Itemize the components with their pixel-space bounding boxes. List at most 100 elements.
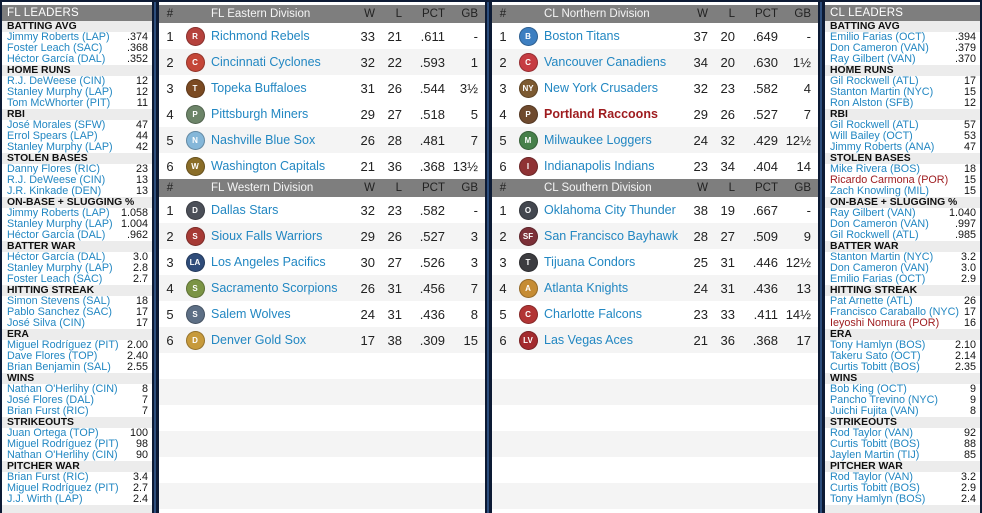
player-name-link[interactable]: Don Cameron (VAN) bbox=[830, 263, 929, 274]
player-name-link[interactable]: Foster Leach (SAC) bbox=[7, 274, 103, 285]
player-name-link[interactable]: Gil Rockwell (ATL) bbox=[830, 230, 919, 241]
team-name-link[interactable]: Oklahoma City Thunder bbox=[544, 203, 676, 217]
team-name-link[interactable]: Salem Wolves bbox=[211, 307, 291, 321]
team-name-link[interactable]: Los Angeles Pacifics bbox=[211, 255, 326, 269]
team-name-link[interactable]: Nashville Blue Sox bbox=[211, 133, 316, 147]
player-name-link[interactable]: Emilio Farias (OCT) bbox=[830, 274, 926, 285]
player-name-link[interactable]: Curtis Tobitt (BOS) bbox=[830, 362, 920, 373]
player-name-link[interactable]: Jimmy Roberts (LAP) bbox=[7, 208, 110, 219]
player-name-link[interactable]: Gil Rockwell (ATL) bbox=[830, 120, 919, 131]
team-logo[interactable]: M bbox=[518, 130, 538, 150]
team-name-link[interactable]: Milwaukee Loggers bbox=[544, 133, 652, 147]
player-name-link[interactable]: Jimmy Roberts (ANA) bbox=[830, 142, 935, 153]
team-logo[interactable]: C bbox=[185, 52, 205, 72]
team-logo[interactable]: T bbox=[185, 78, 205, 98]
player-name-link[interactable]: Ieyoshi Nomura (POR) bbox=[830, 318, 940, 329]
team-name-link[interactable]: Tijuana Condors bbox=[544, 255, 636, 269]
team-logo[interactable]: P bbox=[518, 104, 538, 124]
team-logo[interactable]: S bbox=[185, 278, 205, 298]
team-logo[interactable]: P bbox=[185, 104, 205, 124]
team-logo[interactable]: T bbox=[518, 252, 538, 272]
team-logo[interactable]: B bbox=[518, 26, 538, 46]
player-name-link[interactable]: Pancho Trevino (NYC) bbox=[830, 395, 939, 406]
team-logo[interactable]: C bbox=[518, 304, 538, 324]
team-name-link[interactable]: Portland Raccoons bbox=[544, 107, 658, 121]
player-name-link[interactable]: Don Cameron (VAN) bbox=[830, 43, 929, 54]
player-name-link[interactable]: Bob King (OCT) bbox=[830, 384, 907, 395]
team-logo[interactable]: A bbox=[518, 278, 538, 298]
team-name-link[interactable]: Indianapolis Indians bbox=[544, 159, 655, 173]
team-logo[interactable]: LA bbox=[185, 252, 205, 272]
player-name-link[interactable]: Don Cameron (VAN) bbox=[830, 219, 929, 230]
team-name-link[interactable]: Topeka Buffaloes bbox=[211, 81, 307, 95]
team-name-link[interactable]: Washington Capitals bbox=[211, 159, 326, 173]
player-name-link[interactable]: Jaylen Martin (TIJ) bbox=[830, 450, 920, 461]
player-name-link[interactable]: José Morales (SFW) bbox=[7, 120, 106, 131]
player-name-link[interactable]: José Silva (CIN) bbox=[7, 318, 85, 329]
team-logo[interactable]: SF bbox=[518, 226, 538, 246]
player-name-link[interactable]: Stanton Martin (NYC) bbox=[830, 252, 934, 263]
player-name-link[interactable]: Pat Arnette (ATL) bbox=[830, 296, 913, 307]
player-name-link[interactable]: Pablo Sanchez (SAC) bbox=[7, 307, 113, 318]
team-name-link[interactable]: Sioux Falls Warriors bbox=[211, 229, 323, 243]
player-name-link[interactable]: Tony Hamlyn (BOS) bbox=[830, 494, 926, 505]
player-name-link[interactable]: Mike Rivera (BOS) bbox=[830, 164, 920, 175]
player-name-link[interactable]: Ray Gilbert (VAN) bbox=[830, 54, 916, 65]
team-logo[interactable]: S bbox=[185, 226, 205, 246]
player-name-link[interactable]: Ron Alston (SFB) bbox=[830, 98, 914, 109]
team-name-link[interactable]: Vancouver Canadiens bbox=[544, 55, 667, 69]
player-name-link[interactable]: Rod Taylor (VAN) bbox=[830, 428, 914, 439]
player-name-link[interactable]: Emilio Farias (OCT) bbox=[830, 32, 926, 43]
team-name-link[interactable]: Boston Titans bbox=[544, 29, 620, 43]
team-logo[interactable]: D bbox=[185, 330, 205, 350]
player-name-link[interactable]: Brian Furst (RIC) bbox=[7, 472, 89, 483]
player-name-link[interactable]: Brian Benjamin (SAL) bbox=[7, 362, 111, 373]
team-logo[interactable]: LV bbox=[518, 330, 538, 350]
player-name-link[interactable]: Simon Stevens (SAL) bbox=[7, 296, 111, 307]
player-name-link[interactable]: Dave Flores (TOP) bbox=[7, 351, 98, 362]
player-name-link[interactable]: Ray Gilbert (VAN) bbox=[830, 208, 916, 219]
player-name-link[interactable]: Tom McWhorter (PIT) bbox=[7, 98, 111, 109]
player-name-link[interactable]: Juichi Fujita (VAN) bbox=[830, 406, 919, 417]
player-name-link[interactable]: Héctor García (DAL) bbox=[7, 252, 106, 263]
player-name-link[interactable]: R.J. DeWeese (CIN) bbox=[7, 76, 106, 87]
player-name-link[interactable]: Miguel Rodríguez (PIT) bbox=[7, 483, 119, 494]
player-name-link[interactable]: Nathan O'Herlihy (CIN) bbox=[7, 450, 118, 461]
player-name-link[interactable]: Stanley Murphy (LAP) bbox=[7, 142, 113, 153]
player-name-link[interactable]: J.J. Wirth (LAP) bbox=[7, 494, 83, 505]
player-name-link[interactable]: Stanton Martin (NYC) bbox=[830, 87, 934, 98]
player-name-link[interactable]: Héctor García (DAL) bbox=[7, 230, 106, 241]
player-name-link[interactable]: Miguel Rodríguez (PIT) bbox=[7, 439, 119, 450]
player-name-link[interactable]: J.R. Kinkade (DEN) bbox=[7, 186, 102, 197]
team-name-link[interactable]: Las Vegas Aces bbox=[544, 333, 633, 347]
team-name-link[interactable]: Atlanta Knights bbox=[544, 281, 629, 295]
player-name-link[interactable]: Ricardo Carmona (POR) bbox=[830, 175, 949, 186]
team-logo[interactable]: W bbox=[185, 156, 205, 176]
player-name-link[interactable]: Will Bailey (OCT) bbox=[830, 131, 913, 142]
player-name-link[interactable]: Curtis Tobitt (BOS) bbox=[830, 483, 920, 494]
team-logo[interactable]: I bbox=[518, 156, 538, 176]
team-name-link[interactable]: Sacramento Scorpions bbox=[211, 281, 338, 295]
player-name-link[interactable]: Nathan O'Herlihy (CIN) bbox=[7, 384, 118, 395]
player-name-link[interactable]: Stanley Murphy (LAP) bbox=[7, 87, 113, 98]
player-name-link[interactable]: Francisco Caraballo (NYC) bbox=[830, 307, 959, 318]
player-name-link[interactable]: Takeru Sato (OCT) bbox=[830, 351, 921, 362]
player-name-link[interactable]: Foster Leach (SAC) bbox=[7, 43, 103, 54]
team-name-link[interactable]: New York Crusaders bbox=[544, 81, 658, 95]
player-name-link[interactable]: Stanley Murphy (LAP) bbox=[7, 219, 113, 230]
team-name-link[interactable]: Dallas Stars bbox=[211, 203, 279, 217]
team-name-link[interactable]: Denver Gold Sox bbox=[211, 333, 307, 347]
team-logo[interactable]: R bbox=[185, 26, 205, 46]
team-logo[interactable]: D bbox=[185, 200, 205, 220]
player-name-link[interactable]: José Flores (DAL) bbox=[7, 395, 94, 406]
team-logo[interactable]: O bbox=[518, 200, 538, 220]
player-name-link[interactable]: Zach Knowling (MIL) bbox=[830, 186, 930, 197]
player-name-link[interactable]: Jimmy Roberts (LAP) bbox=[7, 32, 110, 43]
team-name-link[interactable]: Richmond Rebels bbox=[211, 29, 310, 43]
player-name-link[interactable]: Brian Furst (RIC) bbox=[7, 406, 89, 417]
player-name-link[interactable]: Stanley Murphy (LAP) bbox=[7, 263, 113, 274]
team-logo[interactable]: N bbox=[185, 130, 205, 150]
team-name-link[interactable]: Charlotte Falcons bbox=[544, 307, 642, 321]
team-name-link[interactable]: San Francisco Bayhawks bbox=[544, 229, 678, 243]
player-name-link[interactable]: Gil Rockwell (ATL) bbox=[830, 76, 919, 87]
